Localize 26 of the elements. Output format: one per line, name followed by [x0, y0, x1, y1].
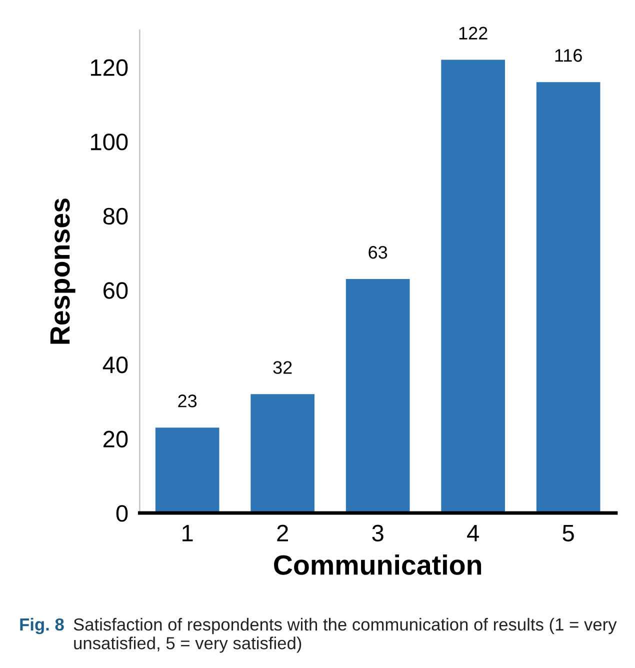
- y-tick-label: 120: [91, 59, 128, 76]
- bar: [250, 394, 314, 514]
- data-label: 122: [459, 26, 488, 40]
- y-tick-label: 100: [91, 134, 128, 150]
- y-tick-label: 40: [102, 356, 128, 374]
- x-tick-label: 1: [182, 525, 193, 542]
- bar: [155, 428, 220, 514]
- x-tick-label: 5: [562, 525, 574, 542]
- x-axis-title: Communication: [274, 554, 482, 575]
- y-tick-label: 0: [116, 505, 128, 522]
- data-label: 23: [178, 394, 197, 408]
- caption: Fig. 8: [20, 618, 64, 634]
- y-tick-label: 20: [104, 430, 128, 448]
- y-tick-label: 80: [103, 208, 128, 225]
- bar: [441, 60, 505, 514]
- x-tick-label: 3: [372, 524, 384, 542]
- y-axis-title: Responses: [50, 198, 76, 344]
- data-label: 32: [273, 361, 292, 374]
- bar: [346, 278, 410, 514]
- y-tick-label: 60: [104, 282, 128, 299]
- x-tick-label: 2: [277, 524, 288, 542]
- x-tick-label: 4: [467, 525, 479, 542]
- bar: [536, 82, 600, 514]
- data-label: 116: [555, 49, 582, 62]
- data-label: 63: [368, 246, 388, 259]
- text: Satisfaction of respondents with the communication of results (1 = very unsatisfied, 5 = very satisfied): [74, 618, 617, 653]
